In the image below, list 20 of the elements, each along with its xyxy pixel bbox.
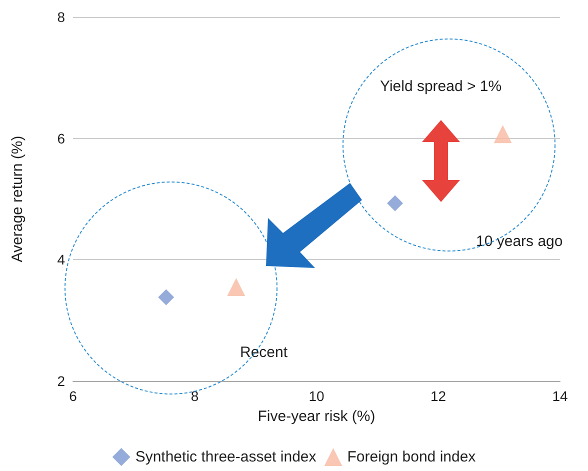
legend-label: Foreign bond index <box>347 448 476 466</box>
legend-label: Synthetic three-asset index <box>135 448 317 466</box>
y-tick-label: 4 <box>57 252 66 268</box>
x-tick-label: 12 <box>430 388 446 404</box>
annotation: Yield spread > 1% <box>380 78 502 95</box>
x-tick-label: 14 <box>552 388 568 404</box>
x-tick-label: 8 <box>190 388 199 404</box>
x-tick-label: 10 <box>308 388 324 404</box>
x-axis-title: Five-year risk (%) <box>258 408 376 425</box>
x-tick-label: 6 <box>69 388 78 404</box>
y-tick-label: 2 <box>57 373 66 389</box>
point <box>158 289 174 306</box>
point <box>387 195 404 212</box>
point <box>227 278 246 296</box>
point <box>494 125 512 144</box>
annotation: 10 years ago <box>476 233 563 250</box>
y-tick-label: 6 <box>57 130 66 146</box>
y-axis-title: Average return (%) <box>9 136 26 262</box>
annotation: Recent <box>240 344 288 361</box>
y-tick-label: 8 <box>57 9 66 25</box>
